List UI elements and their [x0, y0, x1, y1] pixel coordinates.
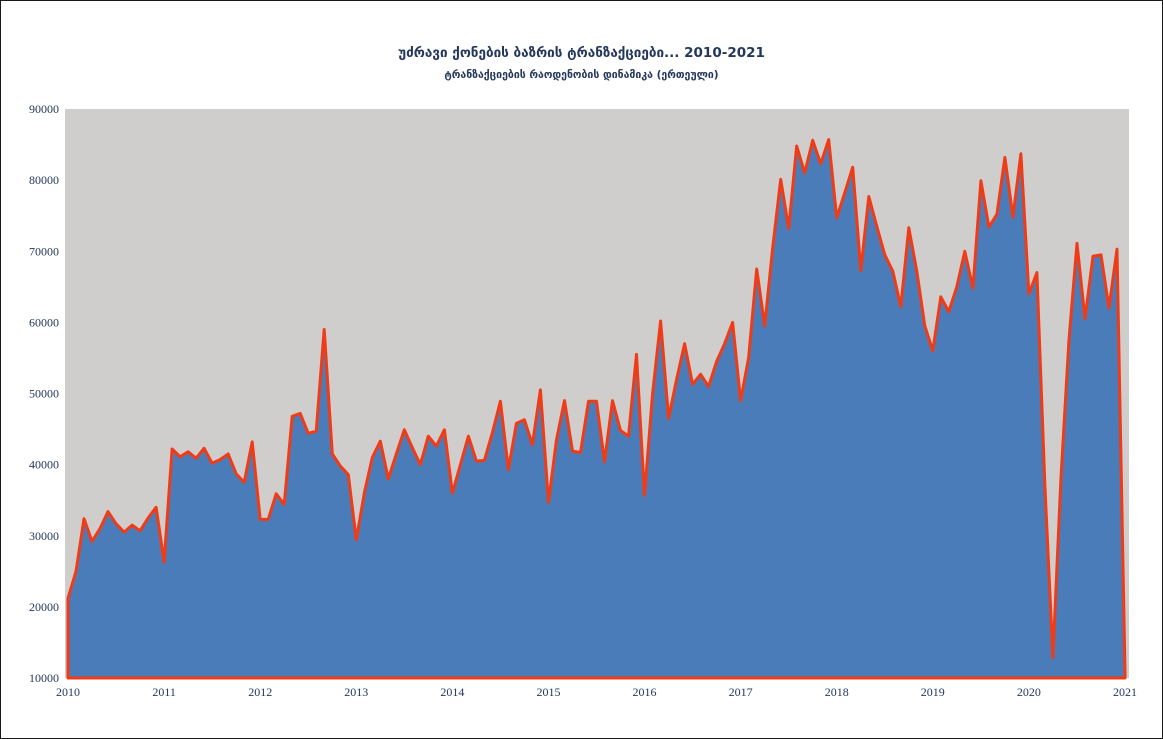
- y-axis-label: 70000: [29, 244, 59, 258]
- area-series: [66, 138, 1127, 680]
- y-axis-label: 20000: [29, 600, 59, 614]
- y-axis-label: 60000: [29, 315, 59, 329]
- x-axis-label: 2021: [1113, 685, 1137, 699]
- x-axis-label: 2012: [248, 685, 272, 699]
- y-axis-label: 90000: [29, 102, 59, 116]
- x-axis-label: 2015: [537, 685, 561, 699]
- x-axis-label: 2018: [825, 685, 849, 699]
- x-axis-label: 2017: [729, 685, 753, 699]
- y-axis-label: 40000: [29, 458, 59, 472]
- x-axis-label: 2019: [921, 685, 945, 699]
- x-axis-label: 2013: [344, 685, 368, 699]
- x-axis-label: 2020: [1017, 685, 1041, 699]
- y-axis-label: 80000: [29, 173, 59, 187]
- y-axis-label: 10000: [29, 671, 59, 685]
- x-axis-label: 2010: [56, 685, 80, 699]
- y-axis-label: 30000: [29, 529, 59, 543]
- x-axis-label: 2014: [440, 685, 464, 699]
- y-axis-label: 50000: [29, 387, 59, 401]
- chart-subtitle: ტრანზაქციების რაოდენობის დინამიკა (ერთეუ…: [444, 69, 719, 81]
- x-axis-label: 2011: [152, 685, 176, 699]
- chart-title: უძრავი ქონების ბაზრის ტრანზაქციები... 20…: [398, 45, 765, 61]
- x-axis-label: 2016: [633, 685, 657, 699]
